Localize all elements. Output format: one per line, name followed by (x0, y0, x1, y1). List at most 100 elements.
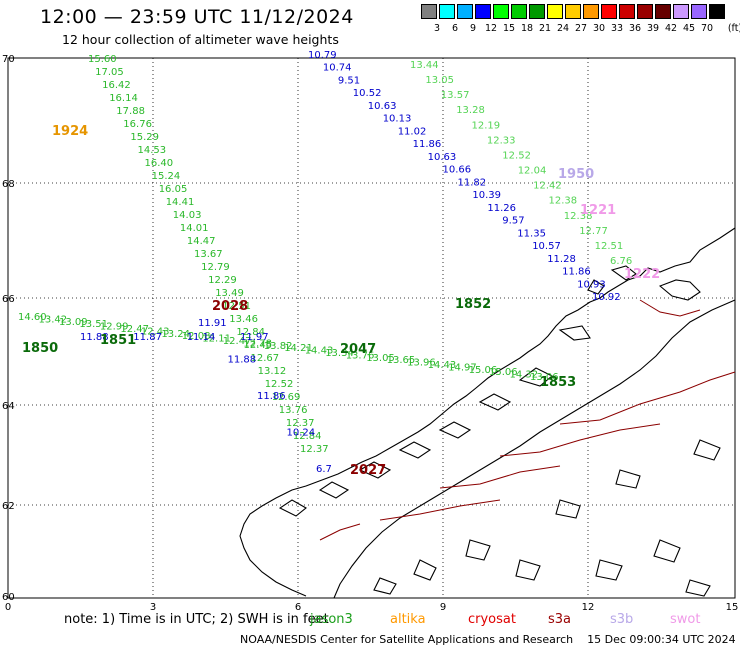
map-title: 12:00 — 23:59 UTC 11/12/2024 (40, 6, 354, 28)
color-scale-unit: (ft) (727, 23, 740, 34)
color-swatch (511, 4, 527, 19)
map-subtitle: 12 hour collection of altimeter wave hei… (62, 32, 339, 47)
x-tick: 3 (150, 602, 156, 613)
color-scale-label: 27 (574, 23, 588, 34)
wave-height-west-blue: 10.24 (287, 428, 316, 439)
wave-height-east-green: 12.19 (472, 120, 501, 131)
wave-height-crossing: 13.24 (161, 329, 190, 340)
wave-height-crossing: 13.09 (59, 317, 88, 328)
wave-height-west: 17.05 (95, 67, 124, 78)
wave-height-east-blue: 10.52 (353, 88, 382, 99)
wave-height-crossing: 12.47 (120, 324, 149, 335)
wave-height-crossing: 13.42 (39, 314, 68, 325)
wave-height-west: 15.24 (152, 171, 181, 182)
wave-height-west: 13.76 (279, 405, 308, 416)
wave-height-crossing: 12.43 (141, 326, 170, 337)
wave-height-east-blue: 10.93 (577, 279, 606, 290)
wave-height-crossing: 13.05 (366, 353, 395, 364)
wave-height-west: 12.69 (272, 392, 301, 403)
timestamp: 15 Dec 09:00:34 UTC 2024 (587, 633, 736, 646)
color-swatch (655, 4, 671, 19)
wave-height-crossing: 12.11 (202, 334, 231, 345)
y-tick: 62 (2, 501, 15, 512)
x-tick: 6 (295, 602, 301, 613)
color-scale-label: 70 (700, 23, 714, 34)
wave-height-crossing-blue: 11.97 (240, 332, 269, 343)
wave-height-west: 16.14 (109, 93, 138, 104)
color-scale-label: 30 (592, 23, 606, 34)
wave-height-east-green: 13.44 (410, 60, 439, 71)
wave-height-crossing: 13.82 (264, 341, 293, 352)
color-swatch (565, 4, 581, 19)
wave-height-east-blue: 11.86 (562, 267, 591, 278)
wave-height-west: 12.37 (300, 444, 329, 455)
wave-height-labels: 15.60 17.05 16.42 16.14 17.88 16.76 15.29 14.53… (18, 50, 632, 475)
wave-height-crossing: 14.21 (284, 343, 313, 354)
wave-height-east-blue: 10.66 (443, 165, 472, 176)
coastline (239, 227, 736, 599)
y-tick: 68 (2, 179, 15, 190)
pass-time-label: 1924 (52, 124, 88, 139)
satellite-legend-item: jason3 (310, 612, 353, 627)
wave-height-west: 14.01 (180, 223, 209, 234)
wave-height-west: 12.45 (244, 340, 273, 351)
pass-time-label: 1222 (624, 267, 660, 282)
wave-height-west-blue: 11.88 (228, 355, 257, 366)
wave-height-east-green: 12.42 (533, 181, 562, 192)
wave-height-east-blue: 10.39 (472, 190, 501, 201)
satellite-legend-item: cryosat (468, 612, 516, 627)
wave-height-crossing: 12.78 (243, 338, 272, 349)
wave-height-east-blue: 10.63 (368, 101, 397, 112)
wave-height-west: 12.84 (236, 327, 265, 338)
wave-height-west: 14.47 (187, 236, 216, 247)
wave-height-east-blue: 11.82 (458, 177, 487, 188)
satellite-legend-item: altika (390, 612, 426, 627)
wave-height-crossing: 12.99 (100, 322, 129, 333)
wave-height-crossing: 13.06 (530, 372, 559, 383)
satellite-legend-item: swot (670, 612, 701, 627)
wave-height-west: 15.60 (88, 54, 117, 65)
fjords (319, 299, 736, 541)
wave-height-crossing: 13.51 (79, 319, 108, 330)
wave-height-east-blue: 9.51 (338, 76, 360, 87)
wave-height-west-blue: 11.86 (257, 391, 286, 402)
wave-height-west: 12.84 (293, 431, 322, 442)
color-swatch (457, 4, 473, 19)
wave-height-west: 16.05 (159, 184, 188, 195)
wave-height-east-green: 12.77 (579, 226, 608, 237)
color-swatch (619, 4, 635, 19)
wave-height-west: 14.53 (138, 145, 167, 156)
color-scale-label: 36 (628, 23, 642, 34)
wave-height-west: 13.49 (215, 288, 244, 299)
wave-height-west: 12.67 (251, 353, 280, 364)
wave-height-west: 17.88 (116, 106, 145, 117)
y-tick: 64 (2, 401, 15, 412)
wave-height-east-green: 13.28 (456, 105, 485, 116)
wave-height-crossing: 13.76 (346, 350, 375, 361)
pass-time-label: 2028 (212, 299, 248, 314)
wave-height-east-green: 12.52 (502, 151, 531, 162)
wave-height-west: 15.29 (130, 132, 159, 143)
color-scale-label: 45 (682, 23, 696, 34)
x-tick: 15 (726, 602, 739, 613)
wave-height-east-blue: 10.57 (532, 241, 561, 252)
wave-height-crossing: 14.32 (510, 370, 539, 381)
wave-height-east-blue: 11.86 (413, 139, 442, 150)
pass-time-label: 1221 (580, 203, 616, 218)
wave-height-west: 14.03 (173, 210, 202, 221)
color-scale-label: 42 (664, 23, 678, 34)
pass-time-label: 1852 (455, 297, 491, 312)
wave-height-crossing-blue: 11.87 (133, 332, 162, 343)
wave-height-crossing: 14.60 (18, 312, 47, 323)
wave-height-west: 16.76 (123, 119, 152, 130)
wave-height-east-blue: 9.57 (502, 216, 524, 227)
wave-height-east-green: 6.76 (610, 256, 632, 267)
pass-time-label: 2027 (350, 463, 386, 478)
wave-height-west: 12.79 (201, 262, 230, 273)
color-swatch (421, 4, 437, 19)
color-swatch (709, 4, 725, 19)
wave-height-crossing: 13.96 (407, 358, 436, 369)
wave-height-crossing: 13.34 (325, 348, 354, 359)
pass-time-label: 2047 (340, 342, 376, 357)
wave-height-crossing: 12.47 (223, 336, 252, 347)
